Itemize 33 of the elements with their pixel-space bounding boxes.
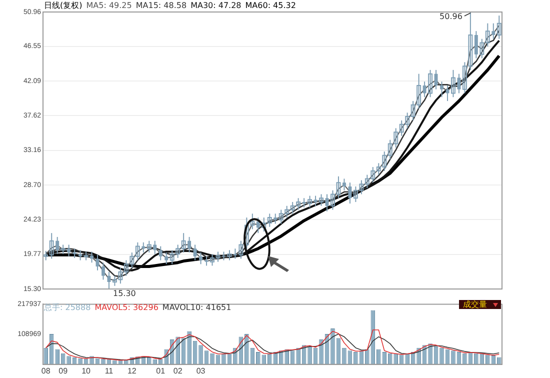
x-tick-label: 11 xyxy=(104,366,114,376)
chart-title: 日线(复权) xyxy=(44,1,82,10)
x-tick-label: 09 xyxy=(58,366,68,376)
text: MA60: 45.32 xyxy=(245,1,296,10)
x-tick-label: 03 xyxy=(196,366,206,376)
x-tick-label: 02 xyxy=(173,366,183,376)
x-tick-label: 12 xyxy=(127,366,137,376)
annotation: 50.96 xyxy=(440,12,462,22)
candlestick xyxy=(193,244,197,261)
candlestick xyxy=(348,182,352,204)
annotation: 成交量 xyxy=(459,300,501,309)
candlestick xyxy=(164,252,168,265)
candlestick xyxy=(496,15,502,40)
candlestick xyxy=(325,194,329,212)
text: MAVOL5: 36296 xyxy=(94,303,158,312)
candlestick xyxy=(158,246,162,261)
candlestick xyxy=(78,250,82,261)
candlestick xyxy=(446,84,450,102)
x-tick-label: 10 xyxy=(82,366,92,376)
text: MA30: 47.28 xyxy=(190,1,242,10)
x-tick-label: 01 xyxy=(156,366,166,376)
text: MA15: 48.58 xyxy=(136,1,187,10)
text: 15.30 xyxy=(112,289,136,298)
text: MAVOL10: 41651 xyxy=(162,303,232,312)
candlestick xyxy=(102,262,105,280)
x-tick-label: 08 xyxy=(41,366,51,376)
candlestick xyxy=(199,252,203,265)
candlestick xyxy=(342,178,346,191)
candlestick xyxy=(440,81,444,98)
text: MA5: 49.25 xyxy=(86,1,132,10)
text: 总手: 25888 xyxy=(44,303,91,312)
candlestick xyxy=(72,248,76,258)
candlestick xyxy=(96,254,100,271)
